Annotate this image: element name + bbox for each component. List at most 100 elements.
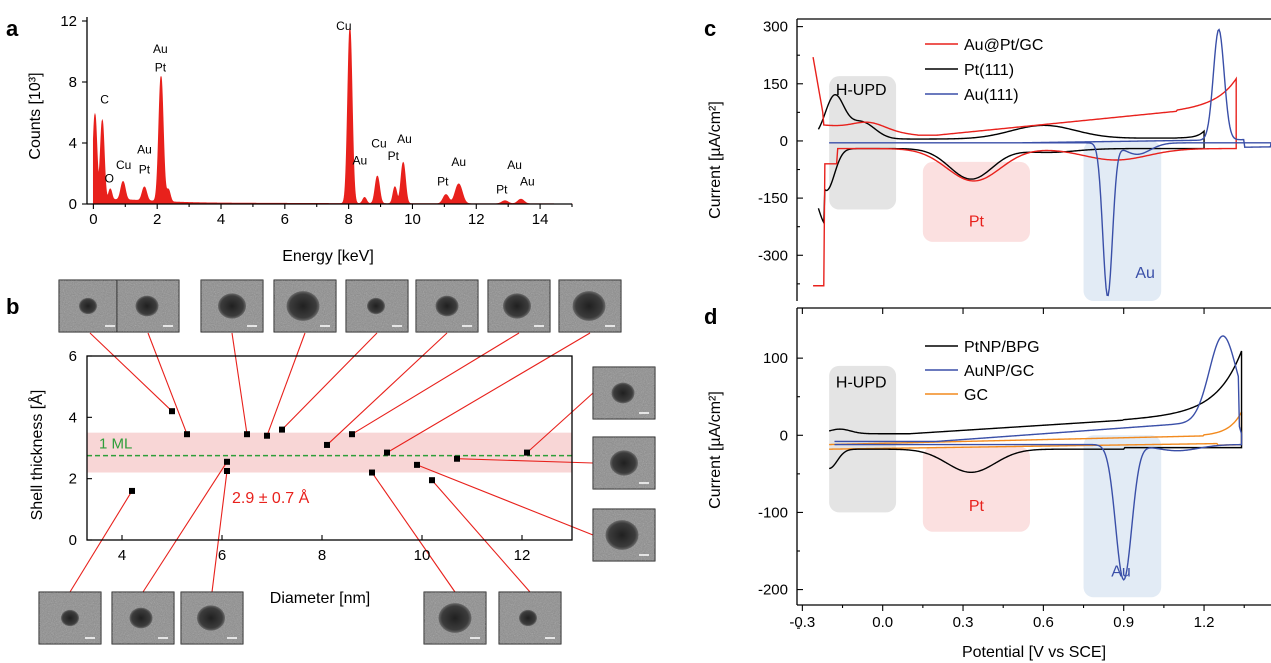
panel-c-label: c <box>704 16 716 41</box>
eds-annotation-13: Au <box>451 155 466 169</box>
data-point-5 <box>244 431 250 437</box>
mean-thickness-label: 2.9 ± 0.7 Å <box>232 488 310 507</box>
region-pt <box>923 447 1030 532</box>
panel-d-xtick-label-0: -0.3 <box>789 614 815 631</box>
data-point-8 <box>324 442 330 448</box>
nanoparticle <box>503 293 531 318</box>
tem-image-bottom-8 <box>39 592 101 644</box>
eds-annotation-4: Pt <box>139 163 151 177</box>
panel-d-label: d <box>704 304 717 329</box>
eds-annotation-11: Au <box>397 132 412 146</box>
panel-a-ylabel: Counts [10³] <box>27 72 44 159</box>
tem-image-bottom-10 <box>181 592 243 644</box>
data-point-6 <box>264 433 270 439</box>
panel-d-legend: PtNP/BPG AuNP/GC GC <box>925 339 1040 404</box>
nanoparticle <box>610 450 638 475</box>
eds-annotation-8: Au <box>352 153 367 167</box>
nanoparticle <box>439 603 472 633</box>
nanoparticle <box>367 298 385 314</box>
data-point-2 <box>184 431 190 437</box>
tem-image-top-5 <box>416 280 478 332</box>
legend-label-0: PtNP/BPG <box>964 339 1040 356</box>
nanoparticle <box>287 291 320 321</box>
eds-annotation-9: Cu <box>371 137 386 151</box>
panel-d-ytick-label-3: -200 <box>758 582 788 599</box>
nanoparticle <box>79 298 97 314</box>
data-point-14 <box>454 456 460 462</box>
panel-a-xtick-label-0: 0 <box>89 211 97 228</box>
panel-a-xtick-label-4: 8 <box>344 211 352 228</box>
eds-annotation-12: Pt <box>437 175 449 189</box>
panel-d-cv: d H-UPDPtAu 1000-100-200-0.3 0.0 0.3 0.6 0.9… <box>704 304 1271 661</box>
leader-top-6 <box>352 333 519 434</box>
panel-d-xtick-label-2: 0.3 <box>953 614 974 631</box>
panel-a-xtick-label-2: 4 <box>217 211 225 228</box>
panel-b-ylabel: Shell thickness [Å] <box>27 390 46 521</box>
region-label-pt: Pt <box>969 214 985 231</box>
panel-c-ytick-label-2: 0 <box>780 133 788 150</box>
leader-top-1 <box>148 333 187 434</box>
panel-a-xtick-label-5: 10 <box>404 211 421 228</box>
panel-b-xtick-label-0: 4 <box>118 547 126 564</box>
monolayer-label: 1 ML <box>99 436 132 453</box>
tem-image-top-1 <box>117 280 179 332</box>
eds-annotation-14: Pt <box>496 182 508 196</box>
eds-annotation-1: O <box>105 172 114 186</box>
tem-image-top-0 <box>59 280 121 332</box>
data-point-11 <box>384 450 390 456</box>
panel-d-xtick-label-1: 0.0 <box>872 614 893 631</box>
legend-label-0: Au@Pt/GC <box>964 37 1043 54</box>
tem-image-bottom-right-12 <box>499 592 561 644</box>
nanoparticle <box>61 610 79 626</box>
data-point-0 <box>129 488 135 494</box>
leader-bottom-right-0 <box>372 473 455 592</box>
nanoparticle <box>197 605 225 630</box>
nanoparticle <box>612 383 635 404</box>
legend-label-2: Au(111) <box>964 87 1019 104</box>
eds-annotation-0: C <box>100 92 109 106</box>
panel-b-xtick-label-3: 10 <box>414 547 431 564</box>
panel-c-ytick-label-3: -150 <box>758 190 788 207</box>
tem-image-top-3 <box>274 280 336 332</box>
eds-annotation-7: Cu <box>336 19 351 33</box>
region-label-hupd: H-UPD <box>836 82 887 99</box>
data-point-3 <box>224 459 230 465</box>
eds-annotation-5: Au <box>153 42 168 56</box>
confidence-band <box>87 433 572 473</box>
panel-c-cv: c H-UPD Pt Au 300 150 0 -150 -300 Au@Pt/GC Pt(1… <box>704 16 1271 301</box>
legend-label-1: AuNP/GC <box>964 363 1034 380</box>
leader-bottom-2 <box>212 471 227 592</box>
panel-c-ytick-label-4: -300 <box>758 247 788 264</box>
panel-a-xlabel: Energy [keV] <box>282 248 374 265</box>
leader-top-0 <box>90 333 172 411</box>
eds-annotation-3: Au <box>137 143 152 157</box>
eds-annotation-10: Pt <box>388 149 400 163</box>
panel-c-ytick-label-1: 150 <box>763 76 788 93</box>
data-point-4 <box>224 468 230 474</box>
panel-d-xlabel: Potential [V vs SCE] <box>962 644 1106 661</box>
tem-image-bottom-9 <box>112 592 174 644</box>
leader-top-4 <box>282 333 377 430</box>
panel-d-ylabel: Current [µA/cm²] <box>707 391 724 509</box>
nanoparticle <box>436 296 459 317</box>
tem-image-bottom-right-11 <box>424 592 486 644</box>
panel-d-ytick-label-1: 0 <box>780 427 788 444</box>
region-label-hupd: H-UPD <box>836 374 887 391</box>
nanoparticle <box>218 293 246 318</box>
panel-b-label: b <box>6 294 19 319</box>
tem-image-side-14 <box>593 437 655 489</box>
data-point-1 <box>169 408 175 414</box>
panel-a-ytick-label-3: 12 <box>60 13 77 30</box>
tem-image-top-2 <box>201 280 263 332</box>
tem-image-top-6 <box>488 280 550 332</box>
legend-label-2: GC <box>964 387 988 404</box>
panel-b-xtick-label-4: 12 <box>514 547 531 564</box>
leader-top-3 <box>267 333 305 436</box>
eds-annotation-6: Pt <box>155 60 167 74</box>
data-point-9 <box>349 431 355 437</box>
panel-a-xtick-label-7: 14 <box>532 211 549 228</box>
data-point-10 <box>369 470 375 476</box>
panel-a-label: a <box>6 16 19 41</box>
